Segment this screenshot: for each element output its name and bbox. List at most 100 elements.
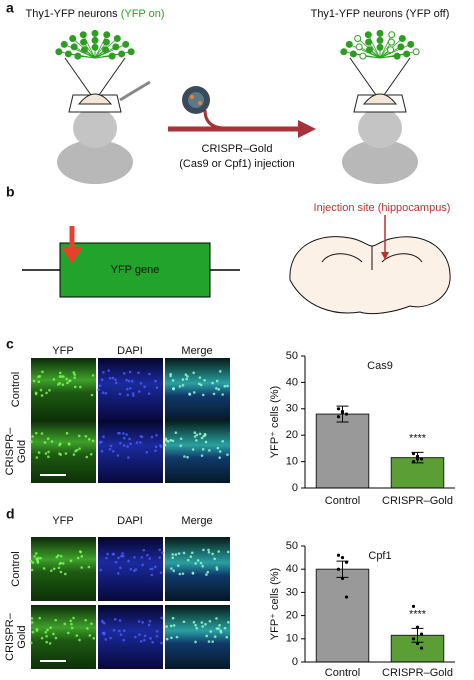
cell: [148, 619, 152, 623]
cell: [35, 431, 38, 435]
cell: [160, 616, 163, 620]
cell: [167, 440, 170, 443]
cell: [201, 447, 205, 451]
cell: [37, 556, 40, 560]
cell: [109, 444, 113, 448]
cell: [79, 385, 82, 389]
cell: [218, 623, 221, 627]
bar: [315, 568, 370, 663]
data-point: [411, 637, 416, 641]
column-label: Merge: [181, 515, 212, 527]
neuron: [91, 36, 99, 44]
cell: [40, 394, 44, 397]
cell: [98, 384, 102, 388]
x-tick-label: CRISPR–Gold: [382, 495, 453, 507]
cell: [140, 435, 144, 439]
cell: [171, 553, 174, 556]
cell: [77, 434, 81, 438]
cell: [137, 371, 140, 375]
cell: [188, 392, 191, 396]
cell: [201, 625, 204, 628]
cell: [80, 555, 84, 558]
cell: [218, 450, 222, 453]
cell: [182, 551, 186, 555]
y-tick-label: 50: [286, 540, 298, 552]
brain: [362, 93, 398, 105]
neuron: [387, 46, 395, 54]
neuron: [64, 50, 72, 58]
micrograph: [98, 605, 163, 669]
cell: [160, 641, 163, 645]
cell: [69, 619, 73, 623]
panel-label: c: [6, 336, 14, 352]
neuron: [112, 43, 120, 51]
neuron: [376, 43, 384, 51]
cell: [194, 623, 197, 627]
neuron: [80, 46, 88, 54]
cell: [215, 379, 219, 383]
neuron: [113, 34, 121, 42]
cell: [159, 444, 162, 447]
dendrite: [349, 43, 381, 59]
neuron: [407, 40, 415, 48]
cell: [186, 455, 189, 459]
mouse-body: [57, 140, 133, 184]
cell: [208, 619, 212, 623]
cell: [106, 552, 109, 556]
column-label: DAPI: [117, 345, 143, 357]
cell: [127, 559, 130, 563]
cell: [31, 561, 35, 564]
cell: [195, 433, 199, 437]
cell: [225, 635, 229, 639]
cell: [219, 629, 222, 633]
cell: [201, 564, 204, 568]
chart-title: Cas9: [367, 360, 393, 372]
neuron: [79, 31, 87, 39]
cell: [174, 553, 178, 556]
neuron: [354, 34, 362, 42]
chart-title: Cpf1: [368, 550, 391, 562]
cell: [108, 376, 112, 380]
cell: [78, 638, 81, 642]
neuron: [102, 46, 110, 54]
cell: [140, 556, 144, 559]
cell: [67, 443, 71, 446]
column-label: YFP: [52, 345, 73, 357]
cell: [75, 448, 79, 452]
cell: [190, 551, 194, 555]
title-highlight: (YFP on): [121, 8, 165, 20]
cell: [112, 628, 116, 632]
cell: [150, 567, 154, 571]
cell: [66, 381, 69, 385]
data-point: [419, 632, 424, 636]
cell: [155, 630, 159, 633]
column-label: Merge: [181, 345, 212, 357]
cell: [215, 617, 218, 620]
dendrite: [94, 34, 108, 59]
cell: [118, 629, 121, 633]
cell: [114, 378, 117, 381]
cell: [148, 557, 152, 560]
data-point: [411, 460, 416, 464]
cell: [186, 558, 190, 562]
cell: [146, 553, 149, 557]
cell: [179, 437, 183, 441]
cell: [150, 573, 154, 577]
cell: [33, 555, 36, 558]
cell: [119, 633, 123, 636]
cell: [172, 624, 176, 627]
data-point: [340, 556, 345, 560]
cell: [128, 437, 131, 441]
cell: [50, 440, 54, 443]
cell: [40, 432, 44, 435]
neuron: [122, 40, 130, 48]
cell: [116, 572, 120, 575]
cell: [212, 392, 216, 396]
cell: [143, 638, 146, 642]
cell: [129, 442, 132, 446]
dendrite: [379, 34, 393, 59]
micrograph: [165, 605, 230, 669]
cell: [90, 393, 94, 397]
cone: [64, 57, 126, 96]
